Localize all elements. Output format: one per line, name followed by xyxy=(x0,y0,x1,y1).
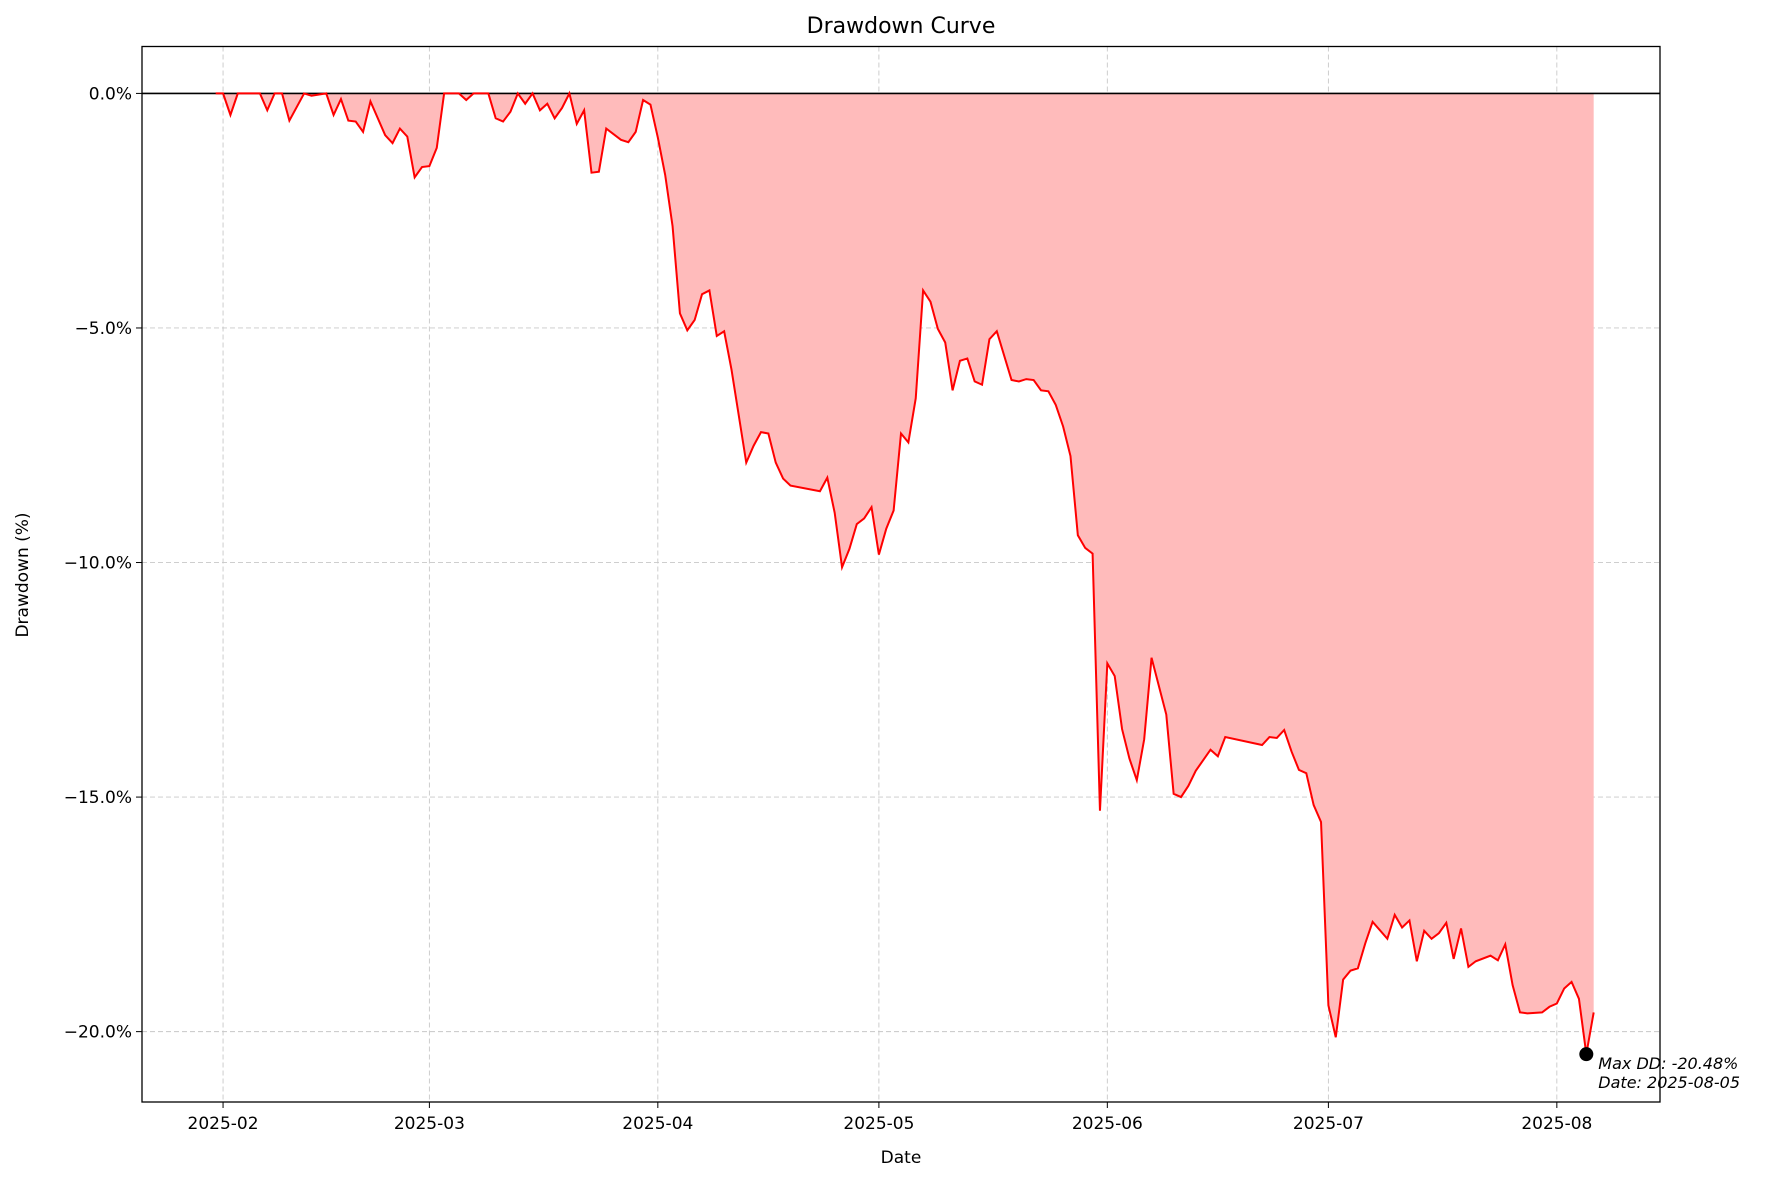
x-tick-label: 2025-04 xyxy=(622,1114,693,1134)
y-tick-label: −5.0% xyxy=(75,319,132,339)
x-tick-label: 2025-02 xyxy=(188,1114,259,1134)
annotation-text: Max DD: -20.48% xyxy=(1598,1054,1738,1073)
y-tick-label: −20.0% xyxy=(64,1023,132,1043)
x-tick-label: 2025-08 xyxy=(1521,1114,1592,1134)
drawdown-line xyxy=(215,90,1595,1055)
chart-title: Drawdown Curve xyxy=(807,14,996,39)
y-tick-label: −10.0% xyxy=(64,554,132,574)
x-tick-label: 2025-06 xyxy=(1072,1114,1143,1134)
x-tick-label: 2025-07 xyxy=(1293,1114,1364,1134)
y-axis-label: Drawdown (%) xyxy=(13,512,33,637)
y-tick-label: −15.0% xyxy=(64,788,132,808)
annotation-text: Date: 2025-08-05 xyxy=(1598,1073,1740,1092)
x-tick-label: 2025-03 xyxy=(394,1114,465,1134)
max-drawdown-marker xyxy=(1579,1047,1594,1062)
plot-frame xyxy=(141,45,1661,1103)
y-tick-label: 0.0% xyxy=(89,84,132,104)
x-axis-label: Date xyxy=(881,1148,922,1168)
x-tick-label: 2025-05 xyxy=(843,1114,914,1134)
drawdown-area xyxy=(215,93,1594,1055)
